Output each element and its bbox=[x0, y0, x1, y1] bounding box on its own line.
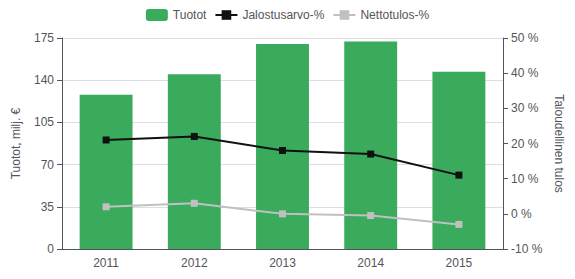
svg-text:Nettotulos-%: Nettotulos-% bbox=[360, 8, 429, 22]
svg-text:175: 175 bbox=[34, 31, 54, 45]
svg-text:2012: 2012 bbox=[181, 256, 208, 270]
svg-text:70: 70 bbox=[41, 158, 55, 172]
svg-text:Taloudellinen tulos: Taloudellinen tulos bbox=[552, 94, 566, 193]
svg-text:2015: 2015 bbox=[446, 256, 473, 270]
svg-text:140: 140 bbox=[34, 73, 54, 87]
svg-text:Tuotot, milj. €: Tuotot, milj. € bbox=[9, 107, 23, 179]
svg-text:40 %: 40 % bbox=[511, 66, 539, 80]
svg-text:2013: 2013 bbox=[269, 256, 296, 270]
svg-text:-10 %: -10 % bbox=[511, 242, 543, 256]
svg-text:Tuotot: Tuotot bbox=[173, 8, 207, 22]
svg-text:35: 35 bbox=[41, 200, 55, 214]
svg-text:105: 105 bbox=[34, 115, 54, 129]
svg-text:2014: 2014 bbox=[357, 256, 384, 270]
svg-text:50 %: 50 % bbox=[511, 31, 539, 45]
svg-text:2011: 2011 bbox=[93, 256, 119, 270]
svg-text:20 %: 20 % bbox=[511, 137, 539, 151]
svg-text:30 %: 30 % bbox=[511, 101, 539, 115]
svg-text:0: 0 bbox=[47, 242, 54, 256]
svg-text:0 %: 0 % bbox=[511, 207, 532, 221]
svg-text:Jalostusarvo-%: Jalostusarvo-% bbox=[242, 8, 324, 22]
svg-text:10 %: 10 % bbox=[511, 172, 539, 186]
